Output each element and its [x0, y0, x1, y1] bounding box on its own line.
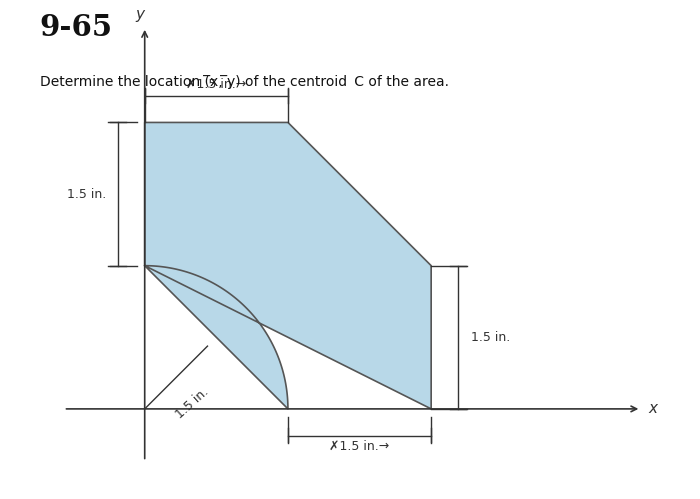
Text: 1.5 in.: 1.5 in. — [471, 331, 510, 344]
Text: 1.5 in.: 1.5 in. — [173, 385, 211, 421]
Text: ✗1.5 in.→: ✗1.5 in.→ — [330, 440, 390, 453]
Text: 9-65: 9-65 — [40, 12, 113, 41]
Text: Determine the location (̅x, ̅y) of the centroid  C of the area.: Determine the location (̅x, ̅y) of the c… — [40, 75, 449, 89]
Text: 1.5 in.: 1.5 in. — [67, 188, 106, 201]
Text: ✗1.5 in.→: ✗1.5 in.→ — [186, 78, 246, 91]
Text: y: y — [135, 7, 144, 22]
Polygon shape — [145, 122, 431, 409]
Text: x: x — [649, 401, 658, 416]
